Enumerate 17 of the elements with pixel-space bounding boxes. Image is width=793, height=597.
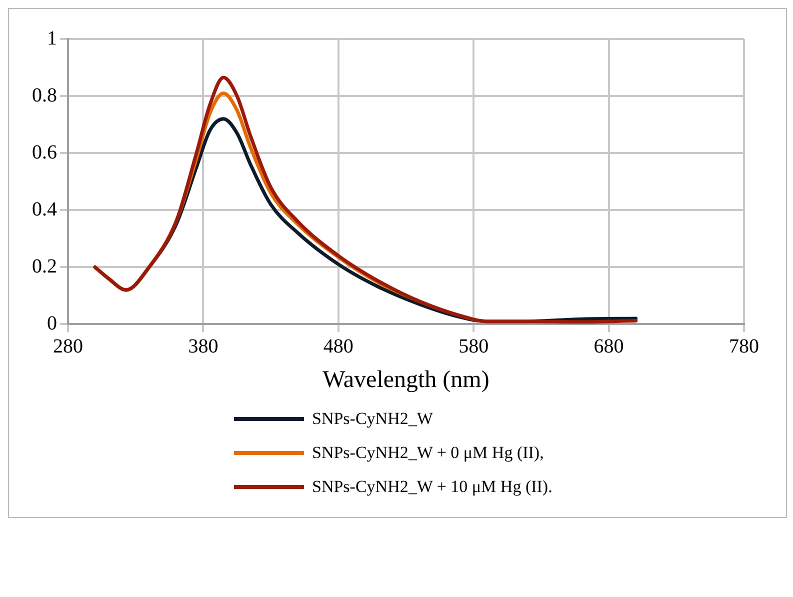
x-tick-label: 580 [458,335,489,358]
legend-label: SNPs-CyNH2_W + 0 μM Hg (II), [312,443,544,463]
x-tick-label: 480 [323,335,354,358]
y-tick-label: 0 [47,312,57,334]
y-tick-label: 1 [47,27,57,50]
legend-label: SNPs-CyNH2_W + 10 μM Hg (II). [312,477,552,497]
legend-label: SNPs-CyNH2_W [312,409,433,429]
x-tick-label: 380 [188,335,218,358]
y-tick-label: 0.6 [32,141,57,164]
x-axis-title: Wavelength (nm) [322,366,490,393]
y-tick-label: 0.8 [32,84,57,106]
x-tick-label: 780 [729,335,759,358]
x-tick-label: 680 [594,335,624,358]
line-series [93,76,638,324]
y-tick-label: 0.2 [32,255,57,278]
y-tick-label: 0.4 [32,198,57,220]
x-tick-label: 280 [53,335,83,358]
